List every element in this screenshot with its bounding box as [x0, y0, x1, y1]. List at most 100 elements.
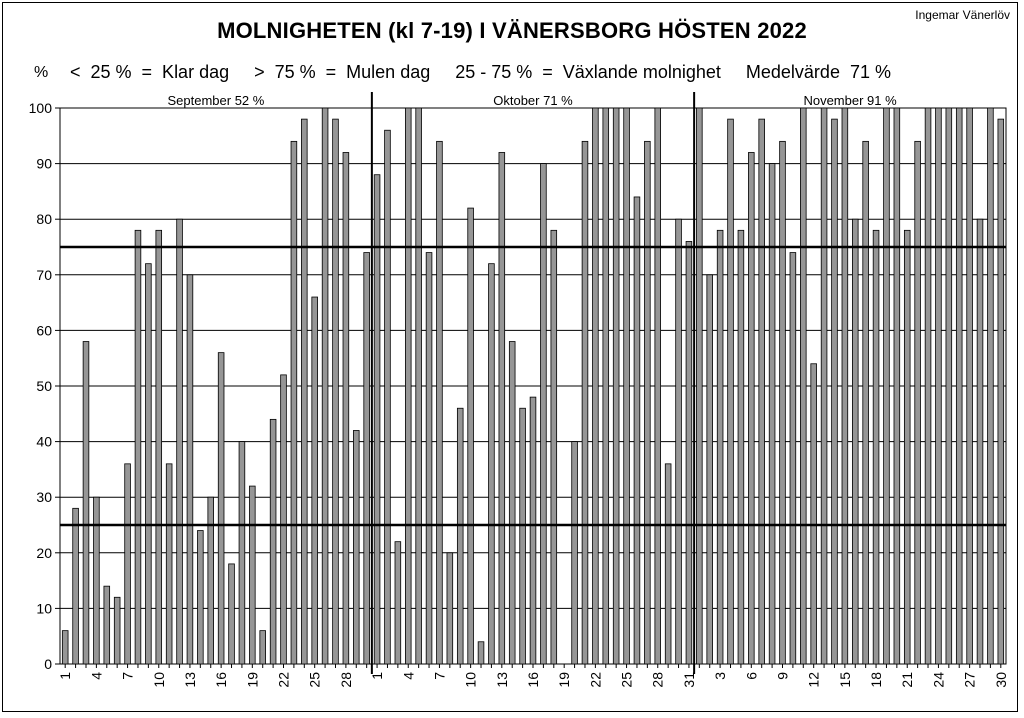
x-tick-label: 16: [525, 672, 541, 688]
bar: [654, 107, 662, 665]
y-tick-label: 60: [36, 322, 52, 338]
y-tick-label: 30: [36, 489, 52, 505]
bar: [321, 107, 329, 665]
x-tick-label: 22: [276, 672, 292, 688]
bar: [519, 407, 526, 665]
bar: [207, 496, 214, 665]
x-tick-label: 7: [431, 672, 447, 680]
bar: [467, 207, 474, 665]
bar: [903, 229, 911, 665]
x-tick-label: 15: [837, 672, 853, 688]
bar: [841, 107, 849, 665]
bar: [581, 140, 589, 665]
bar: [571, 441, 578, 665]
bar: [706, 274, 713, 665]
x-tick-label: 28: [338, 672, 354, 688]
bar: [217, 352, 225, 665]
bar: [301, 118, 308, 665]
bar: [415, 107, 422, 665]
bar: [924, 107, 932, 665]
bar: [124, 463, 131, 665]
bar: [727, 118, 734, 665]
bar: [758, 118, 765, 665]
bar: [914, 140, 921, 665]
y-axis-label: %: [34, 64, 49, 81]
x-tick-label: 30: [993, 672, 1009, 688]
bar: [394, 541, 402, 665]
bar: [82, 341, 90, 665]
x-tick-label: 19: [556, 672, 572, 688]
bar: [820, 107, 828, 665]
x-tick-label: 7: [120, 672, 136, 680]
bar: [446, 552, 454, 665]
x-tick-label: 12: [806, 672, 822, 688]
bar: [592, 107, 599, 665]
bar: [425, 252, 433, 665]
x-tick-label: 21: [899, 672, 915, 688]
bar: [384, 129, 391, 665]
bar: [529, 396, 537, 665]
bar: [602, 107, 610, 665]
y-tick-label: 50: [36, 378, 52, 394]
x-tick-label: 3: [712, 672, 728, 680]
x-tick-label: 31: [681, 672, 697, 688]
y-tick-label: 70: [36, 267, 52, 283]
bar: [134, 229, 142, 665]
bar: [664, 463, 672, 665]
y-tick-label: 100: [29, 100, 53, 116]
x-tick-label: 16: [213, 672, 229, 688]
bar: [488, 263, 495, 665]
bar: [332, 118, 339, 665]
bar: [810, 363, 817, 665]
bar: [404, 107, 412, 665]
bar: [197, 530, 204, 665]
bar: [436, 140, 443, 665]
x-tick-label: 10: [463, 672, 479, 688]
y-tick-label: 40: [36, 434, 52, 450]
x-tick-label: 10: [151, 672, 167, 688]
bar: [259, 630, 266, 665]
bar: [935, 107, 942, 665]
y-tick-label: 0: [44, 656, 52, 672]
bar: [145, 263, 152, 665]
bar: [976, 218, 984, 665]
bar: [945, 107, 953, 665]
bar: [238, 441, 246, 665]
bar: [540, 163, 547, 665]
bar: [353, 430, 360, 665]
bar: [186, 274, 194, 665]
bar: [290, 140, 298, 665]
x-tick-label: 25: [307, 672, 323, 688]
x-tick-label: 4: [400, 672, 416, 680]
bar: [477, 641, 485, 665]
bar: [93, 496, 100, 665]
bar: [779, 140, 786, 665]
y-tick-label: 90: [36, 156, 52, 172]
bar: [508, 341, 516, 665]
month-label: November 91 %: [803, 93, 897, 108]
chart-title: MOLNIGHETEN (kl 7-19) I VÄNERSBORG HÖSTE…: [217, 18, 807, 43]
bar: [633, 196, 641, 665]
x-tick-label: 13: [494, 672, 510, 688]
bar: [987, 107, 994, 665]
bar: [269, 418, 277, 665]
bar: [644, 140, 651, 665]
bar: [155, 229, 163, 665]
bar: [872, 229, 880, 665]
x-tick-label: 28: [650, 672, 666, 688]
legend-text: < 25 % = Klar dag > 75 % = Mulen dag 25 …: [70, 62, 891, 82]
bar: [852, 218, 859, 665]
bar: [800, 107, 807, 665]
bar: [550, 229, 558, 665]
bar: [997, 118, 1005, 665]
bar: [498, 152, 506, 665]
bar: [831, 118, 838, 665]
bar: [363, 252, 370, 665]
x-tick-label: 13: [182, 672, 198, 688]
bar: [280, 374, 287, 665]
bar: [176, 218, 183, 665]
author-credit: Ingemar Vänerlöv: [915, 8, 1010, 22]
bar: [61, 630, 69, 665]
